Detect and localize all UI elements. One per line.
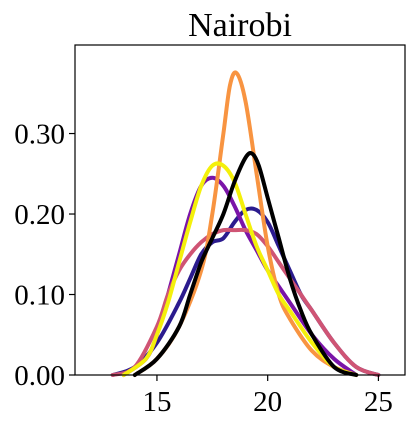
density-curve-2	[121, 175, 359, 377]
y-tick-label: 0.20	[14, 199, 65, 231]
plot-area	[110, 70, 381, 377]
chart-title: Nairobi	[188, 7, 292, 44]
y-tick-label: 0.00	[14, 360, 65, 392]
y-tick-label: 0.10	[14, 280, 65, 312]
density-curve-5	[121, 161, 359, 377]
plot-frame	[74, 44, 406, 376]
x-tick-label: 15	[142, 386, 171, 418]
density-curve-4	[132, 70, 359, 377]
y-axis: 0.00 0.10 0.20 0.30	[14, 119, 75, 392]
density-curve-3	[110, 227, 381, 377]
x-tick-label: 20	[253, 386, 282, 418]
x-tick-label: 25	[364, 386, 393, 418]
x-axis: 15 20 25	[142, 375, 393, 418]
y-tick-label: 0.30	[14, 119, 65, 151]
density-curve-6	[132, 151, 359, 377]
